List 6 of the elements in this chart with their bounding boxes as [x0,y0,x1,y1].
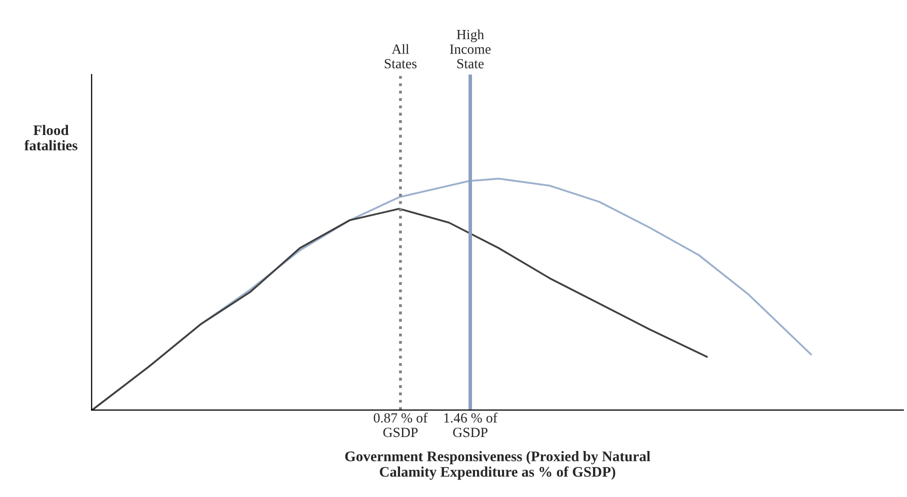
x-tick-label: 0.87 % of GSDP [374,412,428,438]
x-axis-title: Government Responsiveness (Proxied by Natural Calamity Expenditure as % of GSDP) [345,451,650,480]
ref-line-label: All States [384,44,417,68]
x-tick-label: 1.46 % of GSDP [444,412,498,438]
ref-line-label: High Income State [450,30,491,68]
y-axis-title: Flood fatalities [24,124,78,150]
